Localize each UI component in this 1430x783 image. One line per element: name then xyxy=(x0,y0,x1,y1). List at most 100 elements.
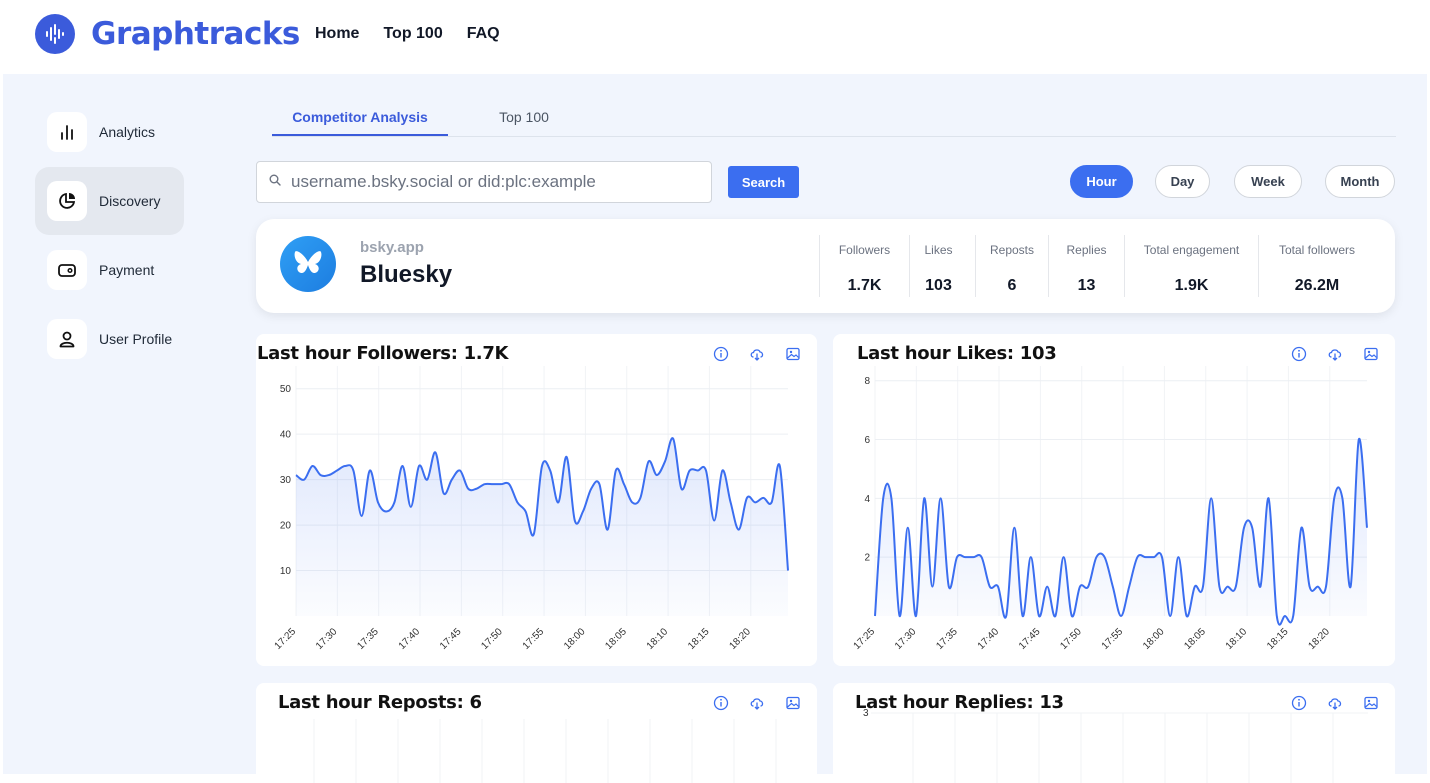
tab-competitor-analysis[interactable]: Competitor Analysis xyxy=(272,100,448,136)
series-area xyxy=(296,438,788,616)
search-input[interactable] xyxy=(291,172,691,192)
period-hour-button[interactable]: Hour xyxy=(1070,165,1133,198)
content-tabs: Competitor Analysis Top 100 xyxy=(272,100,1396,137)
tab-top-100[interactable]: Top 100 xyxy=(499,109,549,125)
cloud-download-icon[interactable] xyxy=(749,695,765,711)
period-week-button[interactable]: Week xyxy=(1234,165,1302,198)
stat-followers: Followers 1.7K xyxy=(819,235,909,297)
x-tick-label: 17:40 xyxy=(976,626,1002,652)
x-tick-label: 18:00 xyxy=(562,626,588,652)
x-tick-label: 17:50 xyxy=(479,626,505,652)
sidebar-item-label: Analytics xyxy=(99,124,156,140)
series-line xyxy=(874,438,1368,626)
y-tick-label: 40 xyxy=(280,430,292,441)
x-tick-label: 17:35 xyxy=(934,626,960,652)
sidebar-item-payment[interactable]: Payment xyxy=(35,236,184,304)
cloud-download-icon[interactable] xyxy=(749,346,765,362)
search-icon xyxy=(269,173,281,191)
stat-label: Likes xyxy=(924,243,953,257)
chart-title: Last hour Replies: 13 xyxy=(855,692,1064,713)
x-tick-label: 18:15 xyxy=(1265,626,1291,652)
likes-chart-card: Last hour Likes: 103 2 4 6 8 17:25 17:30 17:35… xyxy=(833,334,1395,666)
image-export-icon[interactable] xyxy=(785,695,801,711)
cloud-download-icon[interactable] xyxy=(1327,695,1343,711)
image-export-icon[interactable] xyxy=(1363,695,1379,711)
x-tick-label: 18:20 xyxy=(1306,626,1332,652)
user-icon xyxy=(47,319,87,359)
sidebar-item-label: Discovery xyxy=(99,193,161,209)
series-area xyxy=(875,438,1367,625)
y-tick-label: 30 xyxy=(280,475,292,486)
nav-faq-link[interactable]: FAQ xyxy=(466,25,500,42)
image-export-icon[interactable] xyxy=(785,346,801,362)
sidebar-item-label: User Profile xyxy=(99,331,173,347)
sidebar-item-discovery[interactable]: Discovery xyxy=(35,167,184,235)
stat-value: 26.2M xyxy=(1294,277,1340,294)
stat-value: 6 xyxy=(1007,277,1017,294)
search-button[interactable]: Search xyxy=(728,166,799,198)
nav-top100-link[interactable]: Top 100 xyxy=(383,25,443,42)
x-tick-label: 17:30 xyxy=(314,626,340,652)
replies-chart-grid: 3 xyxy=(863,708,1368,783)
x-tick-label: 17:30 xyxy=(893,626,919,652)
info-icon[interactable] xyxy=(1291,346,1307,362)
image-export-icon[interactable] xyxy=(1363,346,1379,362)
stat-value: 13 xyxy=(1077,277,1096,294)
x-tick-label: 17:35 xyxy=(355,626,381,652)
x-tick-label: 17:55 xyxy=(521,626,547,652)
chart-title: Last hour Followers: 1.7K xyxy=(257,343,509,364)
sidebar-item-user-profile[interactable]: User Profile xyxy=(35,305,184,373)
y-tick-label: 6 xyxy=(864,435,870,446)
x-tick-label: 17:55 xyxy=(1100,626,1126,652)
profile-handle: bsky.app xyxy=(360,239,424,256)
top-navigation-bar: Graphtracks Home Top 100 FAQ xyxy=(0,0,1430,72)
brand-logo[interactable]: Graphtracks xyxy=(35,14,300,54)
info-icon[interactable] xyxy=(713,695,729,711)
chart-title: Last hour Likes: 103 xyxy=(857,343,1057,364)
stat-value: 1.7K xyxy=(847,277,882,294)
y-tick-label: 10 xyxy=(280,566,292,577)
reposts-chart-grid xyxy=(313,719,777,783)
period-month-button[interactable]: Month xyxy=(1325,165,1395,198)
brand-name: Graphtracks xyxy=(91,16,300,52)
bar-chart-icon xyxy=(47,112,87,152)
followers-line-chart: 10 20 30 40 50 17:25 17:30 17:35 17:40 17:45 17:50… xyxy=(273,366,789,652)
profile-name: Bluesky xyxy=(360,261,453,288)
likes-line-chart: 2 4 6 8 17:25 17:30 17:35 17:40 17:45 17:50 17:55 1… xyxy=(852,366,1368,652)
profile-summary-card: bsky.app Bluesky Followers 1.7K Likes 10… xyxy=(256,219,1395,313)
stat-likes: Likes 103 xyxy=(909,235,967,297)
x-tick-label: 18:10 xyxy=(645,626,671,652)
period-day-button[interactable]: Day xyxy=(1155,165,1210,198)
sidebar-item-analytics[interactable]: Analytics xyxy=(35,98,184,166)
stat-label: Replies xyxy=(1066,243,1107,257)
info-icon[interactable] xyxy=(1291,695,1307,711)
x-tick-label: 17:45 xyxy=(438,626,464,652)
stat-total-engagement: Total engagement 1.9K xyxy=(1124,235,1258,297)
x-tick-label: 18:00 xyxy=(1141,626,1167,652)
nav-home-link[interactable]: Home xyxy=(315,25,360,42)
stat-reposts: Reposts 6 xyxy=(975,235,1048,297)
x-tick-label: 18:05 xyxy=(603,626,629,652)
main-area: Analytics Discovery Payment User Profile… xyxy=(3,74,1427,783)
chart-title: Last hour Reposts: 6 xyxy=(278,692,482,713)
search-box xyxy=(256,161,712,203)
info-icon[interactable] xyxy=(713,346,729,362)
x-tick-label: 18:20 xyxy=(727,626,753,652)
x-tick-label: 17:40 xyxy=(397,626,423,652)
x-tick-label: 17:45 xyxy=(1017,626,1043,652)
y-tick-label: 8 xyxy=(864,376,870,387)
stat-value: 1.9K xyxy=(1174,277,1209,294)
x-tick-label: 18:10 xyxy=(1224,626,1250,652)
waveform-logo-icon xyxy=(35,14,75,54)
cloud-download-icon[interactable] xyxy=(1327,346,1343,362)
x-tick-label: 18:15 xyxy=(686,626,712,652)
main-nav: Home Top 100 FAQ xyxy=(315,25,500,43)
sidebar-item-label: Payment xyxy=(99,262,155,278)
stat-total-followers: Total followers 26.2M xyxy=(1258,235,1375,297)
butterfly-icon xyxy=(280,236,336,292)
reposts-chart-card: Last hour Reposts: 6 xyxy=(256,683,817,783)
wallet-icon xyxy=(47,250,87,290)
y-tick-label: 3 xyxy=(863,708,869,719)
y-tick-label: 50 xyxy=(280,384,292,395)
x-tick-label: 17:25 xyxy=(273,626,299,652)
